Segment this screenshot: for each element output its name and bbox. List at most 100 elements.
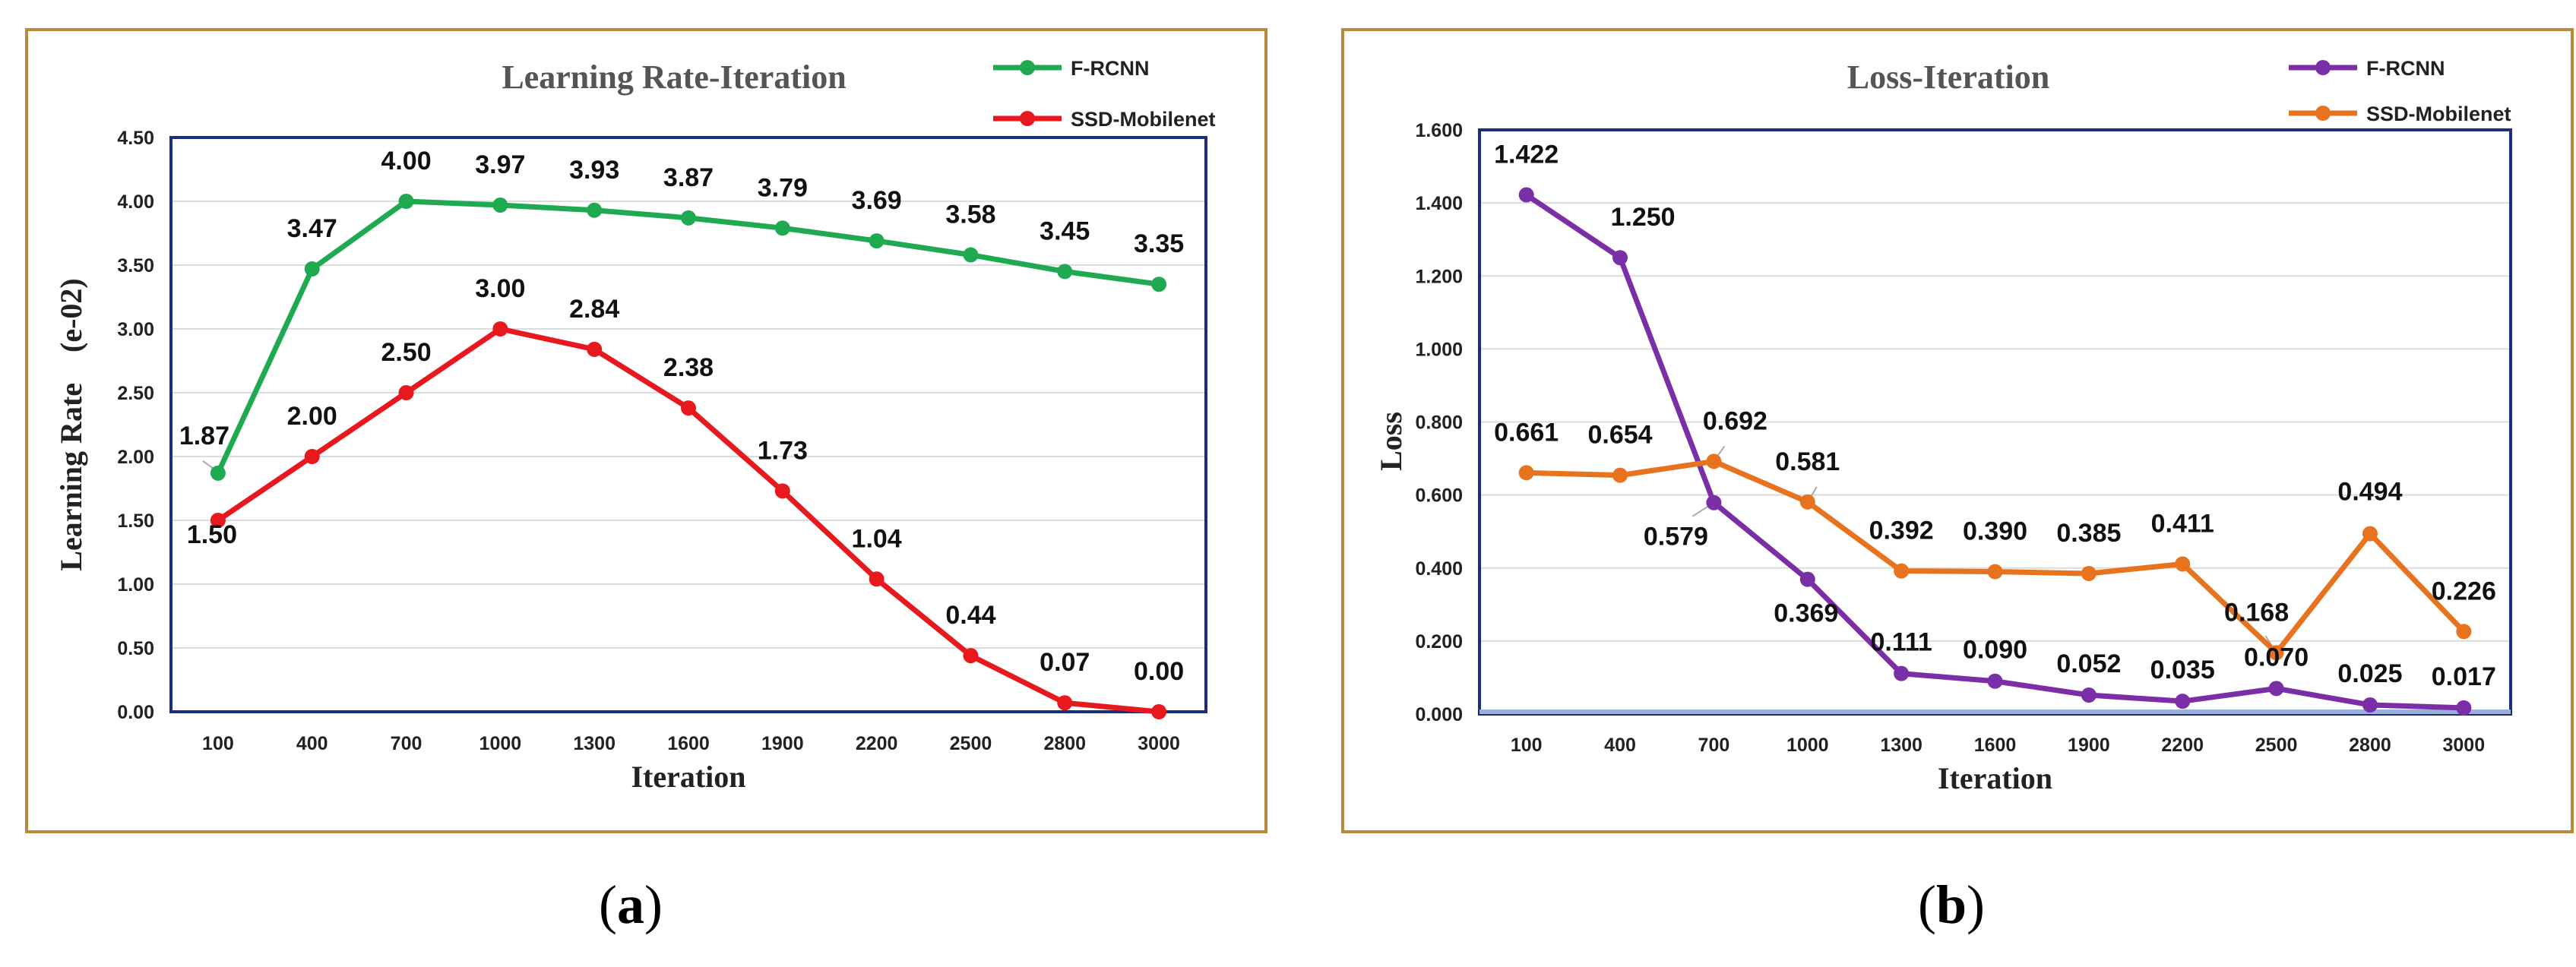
legend-swatch-marker bbox=[1020, 111, 1035, 126]
data-point bbox=[2456, 624, 2472, 640]
y-tick-label: 0.800 bbox=[1415, 412, 1463, 434]
y-tick-label: 1.200 bbox=[1415, 266, 1463, 287]
data-label: 0.00 bbox=[1134, 657, 1184, 686]
data-label: 1.04 bbox=[852, 524, 902, 553]
data-point bbox=[2362, 697, 2378, 713]
x-tick-label: 2800 bbox=[1043, 733, 1086, 754]
data-label: 1.422 bbox=[1494, 141, 1559, 169]
data-point bbox=[492, 198, 508, 213]
caption-a-open: ( bbox=[599, 874, 617, 935]
data-label: 0.581 bbox=[1775, 447, 1840, 476]
data-point bbox=[2081, 687, 2097, 703]
x-tick-label: 2500 bbox=[950, 733, 992, 754]
caption-b-close: ) bbox=[1967, 874, 1985, 935]
data-point bbox=[1706, 453, 1722, 469]
chart-panel-loss: 0.000 0.200 0.400 0.600 0.800 1.000 1.200 1.400… bbox=[1341, 28, 2574, 833]
data-point bbox=[1057, 264, 1073, 280]
data-point bbox=[1894, 563, 1910, 579]
y-tick-label: 1.50 bbox=[117, 510, 154, 532]
data-point bbox=[1894, 665, 1910, 681]
data-label: 0.070 bbox=[2244, 643, 2309, 672]
data-label: 2.00 bbox=[287, 402, 337, 431]
chart-panel-learning-rate: 0.00 0.50 1.00 1.50 2.00 2.50 3.00 3.50 4.00 4.50… bbox=[25, 28, 1267, 833]
data-label: 3.87 bbox=[663, 163, 714, 192]
data-label: 3.97 bbox=[475, 150, 525, 179]
data-label: 3.69 bbox=[852, 186, 902, 215]
y-tick-label: 1.00 bbox=[117, 574, 154, 596]
data-label: 0.025 bbox=[2337, 659, 2402, 688]
data-label: 2.38 bbox=[663, 353, 714, 382]
data-point bbox=[1987, 564, 2003, 580]
caption-b-letter: b bbox=[1935, 874, 1967, 935]
x-tick-label: 1300 bbox=[573, 733, 616, 754]
x-tick-label: 2800 bbox=[2349, 735, 2391, 756]
x-tick-label: 2200 bbox=[856, 733, 898, 754]
x-tick-label: 1000 bbox=[479, 733, 522, 754]
data-label: 4.00 bbox=[381, 147, 431, 175]
data-point bbox=[774, 220, 790, 236]
data-label: 1.250 bbox=[1610, 203, 1675, 232]
caption-a-close: ) bbox=[644, 874, 663, 935]
data-point bbox=[1987, 673, 2003, 689]
data-point bbox=[2362, 526, 2378, 542]
data-label: 1.87 bbox=[179, 422, 229, 450]
legend-swatch-marker bbox=[2315, 60, 2331, 75]
y-tick-label: 3.00 bbox=[117, 319, 154, 340]
data-point bbox=[681, 400, 696, 416]
data-point bbox=[1706, 495, 1722, 510]
data-point bbox=[398, 194, 414, 209]
y-tick-label: 2.50 bbox=[117, 383, 154, 404]
data-point bbox=[1799, 571, 1815, 587]
x-tick-label: 400 bbox=[296, 733, 328, 754]
caption-a-letter: a bbox=[617, 874, 644, 935]
legend-label: SSD-Mobilenet bbox=[2366, 103, 2511, 125]
y-tick-label: 2.00 bbox=[117, 447, 154, 468]
x-tick-label: 3000 bbox=[1138, 733, 1180, 754]
data-point bbox=[1612, 250, 1628, 266]
data-point bbox=[2175, 556, 2191, 572]
data-label: 1.73 bbox=[758, 436, 808, 465]
y-tick-label: 4.00 bbox=[117, 191, 154, 213]
data-label: 0.579 bbox=[1644, 523, 1708, 551]
data-label: 0.654 bbox=[1587, 421, 1652, 450]
plot-area-border bbox=[169, 136, 1207, 713]
data-point bbox=[587, 202, 603, 218]
legend-label: F-RCNN bbox=[1071, 57, 1149, 80]
series-line-f-rcnn bbox=[1524, 192, 2464, 711]
caption-b: (b) bbox=[1875, 874, 2027, 937]
data-point bbox=[1151, 277, 1167, 292]
data-point bbox=[210, 513, 226, 528]
y-tick-label: 0.600 bbox=[1415, 485, 1463, 507]
x-tick-label: 1900 bbox=[761, 733, 804, 754]
y-tick-label: 4.50 bbox=[117, 128, 154, 149]
y-tick-label: 0.000 bbox=[1415, 704, 1463, 725]
x-tick-label: 1300 bbox=[1880, 735, 1923, 756]
data-label: 0.411 bbox=[2151, 509, 2214, 538]
x-tick-label: 1900 bbox=[2068, 735, 2110, 756]
data-label: 2.50 bbox=[381, 338, 431, 367]
caption-b-open: ( bbox=[1917, 874, 1936, 935]
data-label: 2.84 bbox=[569, 295, 619, 324]
data-point bbox=[1612, 467, 1628, 483]
y-tick-label: 0.50 bbox=[117, 638, 154, 659]
data-point bbox=[1151, 704, 1167, 719]
data-point bbox=[869, 233, 885, 249]
legend-label: F-RCNN bbox=[2366, 57, 2445, 80]
leader-line bbox=[202, 460, 214, 469]
chart-title: Loss-Iteration bbox=[1847, 58, 2049, 96]
legend-label: SSD-Mobilenet bbox=[1071, 108, 1216, 131]
legend-swatch-marker bbox=[1020, 60, 1035, 75]
data-point bbox=[1057, 695, 1073, 711]
data-label: 0.692 bbox=[1703, 406, 1767, 435]
x-tick-label: 1600 bbox=[667, 733, 710, 754]
data-label: 0.017 bbox=[2432, 662, 2496, 691]
series-line-ssd-mobilenet bbox=[1526, 458, 2466, 656]
data-point bbox=[1799, 494, 1815, 510]
data-point bbox=[304, 261, 320, 277]
y-tick-label: 1.600 bbox=[1415, 120, 1463, 141]
y-tick-label: 1.000 bbox=[1415, 339, 1463, 360]
loss-chart-svg: 0.000 0.200 0.400 0.600 0.800 1.000 1.200 1.400… bbox=[1374, 57, 2512, 795]
data-label: 0.661 bbox=[1494, 418, 1559, 447]
data-label: 3.35 bbox=[1134, 229, 1184, 258]
x-tick-label: 700 bbox=[391, 733, 422, 754]
